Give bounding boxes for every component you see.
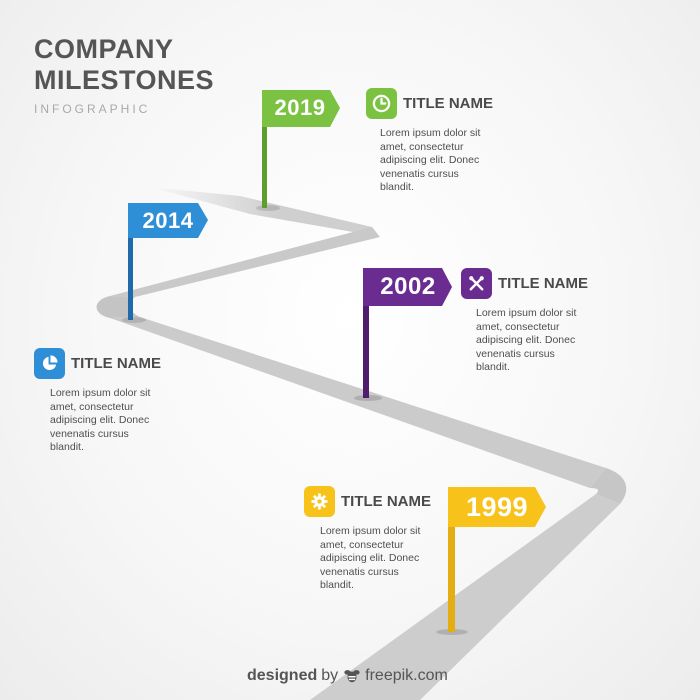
milestone-title: TITLE NAME — [341, 493, 431, 510]
milestone-block-2002: TITLE NAME Lorem ipsum dolor sit amet, c… — [461, 268, 631, 375]
milestone-title: TITLE NAME — [71, 355, 161, 372]
milestone-description: Lorem ipsum dolor sit amet, consectetur … — [380, 127, 481, 193]
milestone-block-2014: TITLE NAME Lorem ipsum dolor sit amet, c… — [34, 348, 204, 455]
milestone-description: Lorem ipsum dolor sit amet, consectetur … — [50, 387, 151, 453]
tools-icon — [461, 268, 492, 299]
flag-pole — [448, 487, 455, 632]
pole-shadow — [122, 317, 146, 323]
flag-pole — [262, 90, 267, 208]
milestone-block-2019: TITLE NAME Lorem ipsum dolor sit amet, c… — [366, 88, 536, 195]
credit-line: designed by freepik.com — [247, 667, 448, 685]
road-segment-near — [310, 494, 620, 700]
milestone-title: TITLE NAME — [498, 275, 588, 292]
credit-brand: freepik.com — [365, 667, 448, 684]
milestone-description: Lorem ipsum dolor sit amet, consectetur … — [476, 307, 577, 373]
road-segment-far — [150, 187, 376, 236]
flag-2014 — [122, 203, 208, 323]
road-turn-right — [590, 468, 627, 504]
road-segment-upper — [110, 227, 380, 297]
page-subtitle: INFOGRAPHIC — [34, 102, 151, 116]
flag-year-1999: 1999 — [465, 492, 529, 522]
road-segment-middle — [110, 317, 606, 488]
freepik-bee-logo-icon — [343, 667, 361, 685]
flag-pole — [363, 268, 369, 398]
flag-1999 — [436, 487, 546, 635]
clock-icon — [366, 88, 397, 119]
credit-designed: designed — [247, 667, 318, 684]
milestone-block-1999: TITLE NAME Lorem ipsum dolor sit amet, c… — [304, 486, 474, 593]
road-turn-left — [96, 296, 140, 318]
flag-banner — [128, 203, 208, 238]
flag-year-2002: 2002 — [380, 273, 436, 300]
flag-2002 — [354, 268, 452, 401]
flag-pole — [128, 203, 133, 320]
milestone-title: TITLE NAME — [403, 95, 493, 112]
pole-shadow — [256, 205, 280, 211]
pie-chart-icon — [34, 348, 65, 379]
gear-icon — [304, 486, 335, 517]
infographic-header: COMPANY MILESTONES INFOGRAPHIC — [34, 34, 214, 116]
winding-road — [96, 187, 627, 700]
page-title-line-1: COMPANY — [34, 34, 174, 64]
flag-banner — [448, 487, 546, 527]
flag-2019 — [256, 90, 340, 211]
flag-year-2019: 2019 — [274, 95, 326, 120]
credit-by: by — [321, 667, 339, 684]
flag-year-2014: 2014 — [142, 208, 194, 233]
milestone-description: Lorem ipsum dolor sit amet, consectetur … — [320, 525, 421, 591]
flag-banner — [262, 90, 340, 127]
page-title-line-2: MILESTONES — [34, 65, 215, 95]
flag-banner — [363, 268, 452, 306]
